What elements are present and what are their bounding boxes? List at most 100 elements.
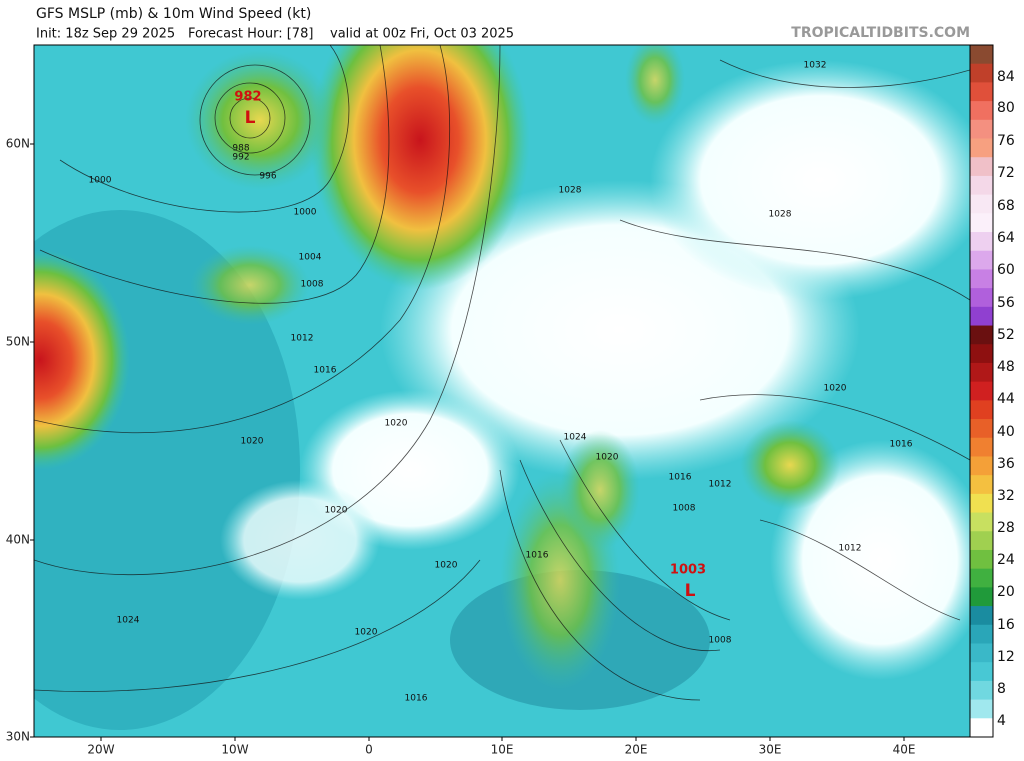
lon-label: 10E — [491, 743, 514, 757]
colorbar-swatch — [970, 288, 993, 308]
lon-label: 10W — [221, 743, 248, 757]
lat-label: 50N — [6, 335, 30, 349]
colorbar-swatch — [970, 362, 993, 383]
colorbar-label: 48 — [997, 359, 1015, 375]
lat-label: 60N — [6, 137, 30, 151]
isobar-label: 1032 — [804, 61, 827, 71]
colorbar-swatch — [970, 175, 993, 196]
colorbar-swatch — [970, 437, 993, 457]
colorbar-swatch — [970, 157, 993, 177]
watermark: TROPICALTIDBITS.COM — [791, 25, 970, 41]
colorbar-swatch — [970, 606, 993, 626]
lon-label: 20E — [625, 743, 648, 757]
colorbar-swatch — [970, 381, 993, 401]
colorbar-swatch — [970, 568, 993, 588]
colorbar-swatch — [970, 194, 993, 214]
isobar-label: 1012 — [839, 544, 862, 554]
colorbar-label: 52 — [997, 327, 1015, 343]
colorbar-label: 40 — [997, 424, 1015, 440]
colorbar-label: 80 — [997, 100, 1015, 116]
colorbar-swatch — [970, 549, 993, 570]
isobar-label: 1028 — [769, 210, 792, 220]
colorbar-swatch — [970, 493, 993, 514]
colorbar-swatch — [970, 587, 993, 607]
isobar-label: 1000 — [294, 208, 317, 218]
isobar-label: 992 — [232, 153, 249, 163]
isobar-label: 988 — [232, 144, 249, 154]
colorbar-swatch — [970, 400, 993, 420]
isobar-label: 1020 — [241, 437, 264, 447]
forecast-hour: Forecast Hour: [78] — [188, 27, 313, 42]
map-area — [34, 45, 970, 737]
colorbar-label: 36 — [997, 456, 1015, 472]
colorbar-swatch — [970, 512, 993, 532]
isobar-label: 1008 — [709, 636, 732, 646]
isobar-label: 1020 — [596, 453, 619, 463]
isobar-label: 1008 — [673, 504, 696, 514]
valid-time: valid at 00z Fri, Oct 03 2025 — [330, 27, 514, 42]
colorbar-swatch — [970, 101, 993, 121]
low-pressure: 1003 — [670, 563, 706, 578]
low-symbol: L — [685, 581, 696, 601]
colorbar-swatch — [970, 325, 993, 345]
colorbar-label: 64 — [997, 230, 1015, 246]
low-symbol: L — [245, 108, 256, 128]
colorbar-swatch — [970, 699, 993, 719]
colorbar-label: 60 — [997, 262, 1015, 278]
low-pressure: 982 — [234, 90, 261, 105]
colorbar-swatch — [970, 63, 993, 83]
init: Init: 18z Sep 29 2025 — [36, 27, 175, 42]
colorbar-swatch — [970, 475, 993, 495]
colorbar-swatch — [970, 232, 993, 252]
isobar-label: 1016 — [526, 551, 549, 561]
isobar-label: 1016 — [314, 366, 337, 376]
colorbar-label: 12 — [997, 649, 1015, 665]
colorbar-swatch — [970, 718, 993, 738]
isobar-label: 1004 — [299, 253, 322, 263]
isobar-label: 1024 — [117, 616, 140, 626]
isobar-label: 1028 — [559, 186, 582, 196]
isobar-label: 1008 — [301, 280, 324, 290]
colorbar-swatch — [970, 138, 993, 158]
isobar-label: 1000 — [89, 176, 112, 186]
colorbar-swatch — [970, 344, 993, 364]
colorbar-swatch — [970, 662, 993, 682]
lon-label: 40E — [893, 743, 916, 757]
colorbar-frame — [969, 44, 994, 738]
isobar-label: 1016 — [405, 694, 428, 704]
colorbar-label: 28 — [997, 520, 1015, 536]
colorbar-swatch — [970, 643, 993, 663]
lon-label: 20W — [87, 743, 114, 757]
colorbar-label: 72 — [997, 165, 1015, 181]
colorbar-swatch — [970, 624, 993, 644]
colorbar-label: 44 — [997, 391, 1015, 407]
colorbar-label: 56 — [997, 295, 1015, 311]
colorbar-label: 20 — [997, 584, 1015, 600]
colorbar-swatch — [970, 419, 993, 439]
colorbar-swatch — [970, 45, 993, 65]
isobar-label: 1016 — [890, 440, 913, 450]
colorbar-label: 24 — [997, 552, 1015, 568]
colorbar-swatch — [970, 456, 993, 476]
title: GFS MSLP (mb) & 10m Wind Speed (kt) — [36, 6, 311, 22]
isobar-label: 1012 — [291, 334, 314, 344]
colorbar-swatch — [970, 213, 993, 233]
lat-label: 40N — [6, 533, 30, 547]
colorbar-swatch — [970, 119, 993, 140]
lat-label: 30N — [6, 730, 30, 744]
colorbar-label: 84 — [997, 69, 1015, 85]
isobar-label: 1020 — [385, 419, 408, 429]
colorbar-swatch — [970, 82, 993, 102]
colorbar-label: 4 — [997, 713, 1006, 729]
colorbar-swatch — [970, 269, 993, 289]
colorbar-label: 8 — [997, 681, 1006, 697]
isobar-label: 1020 — [355, 628, 378, 638]
isobar-label: 1020 — [325, 506, 348, 516]
lon-label: 0 — [365, 743, 373, 757]
isobar-label: 996 — [259, 172, 276, 182]
colorbar-label: 16 — [997, 617, 1015, 633]
isobar-label: 1024 — [564, 433, 587, 443]
colorbar-swatch — [970, 680, 993, 701]
